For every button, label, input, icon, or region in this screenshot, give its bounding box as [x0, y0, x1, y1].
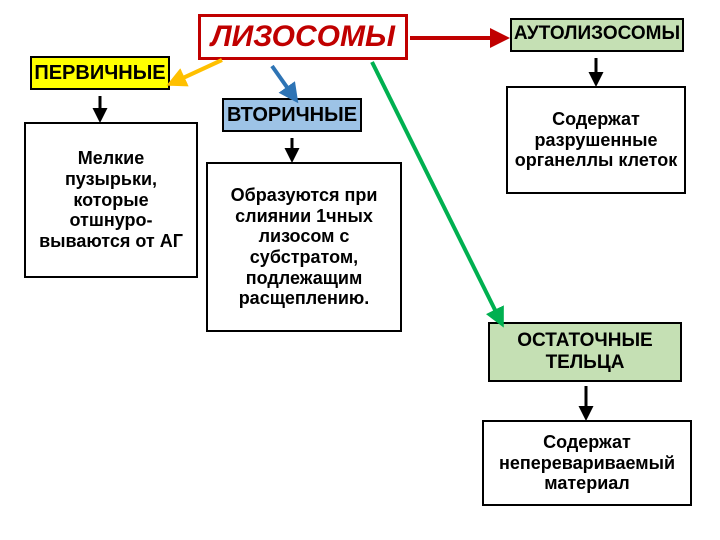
node-primary-heading: ПЕРВИЧНЫЕ: [30, 56, 170, 90]
node-residual-body: Содержат неперевариваемый материал: [482, 420, 692, 506]
title-lysosomes: ЛИЗОСОМЫ: [198, 14, 408, 60]
resid-heading-text: ОСТАТОЧНЫЕ ТЕЛЬЦА: [496, 330, 674, 374]
secondary-heading-text: ВТОРИЧНЫЕ: [227, 104, 357, 164]
arrow-title-to-secondary: [272, 66, 296, 100]
node-autolysosomes-body: Содержат разрушенные органеллы клеток: [506, 86, 686, 194]
node-residual-heading: ОСТАТОЧНЫЕ ТЕЛЬЦА: [488, 322, 682, 382]
node-secondary-body: Образуются при слиянии 1чных лизосом с с…: [206, 162, 402, 332]
primary-heading-text: ПЕРВИЧНЫЕ: [34, 62, 165, 122]
arrow-title-to-primary: [170, 60, 222, 84]
resid-body-text: Содержат неперевариваемый материал: [490, 432, 684, 494]
auto-heading-text: АУТОЛИЗОСОМЫ: [514, 24, 680, 84]
node-autolysosomes-heading: АУТОЛИЗОСОМЫ: [510, 18, 684, 52]
secondary-body-text: Образуются при слиянии 1чных лизосом с с…: [214, 185, 394, 309]
title-text: ЛИЗОСОМЫ: [211, 20, 395, 55]
diagram-stage: { "title": { "text": "ЛИЗОСОМЫ", "x": 19…: [0, 0, 720, 540]
auto-body-text: Содержат разрушенные органеллы клеток: [514, 109, 678, 171]
primary-body-text: Мелкие пузырьки, которые отшнуро-​вывают…: [32, 148, 190, 251]
node-primary-body: Мелкие пузырьки, которые отшнуро-​вывают…: [24, 122, 198, 278]
node-secondary-heading: ВТОРИЧНЫЕ: [222, 98, 362, 132]
